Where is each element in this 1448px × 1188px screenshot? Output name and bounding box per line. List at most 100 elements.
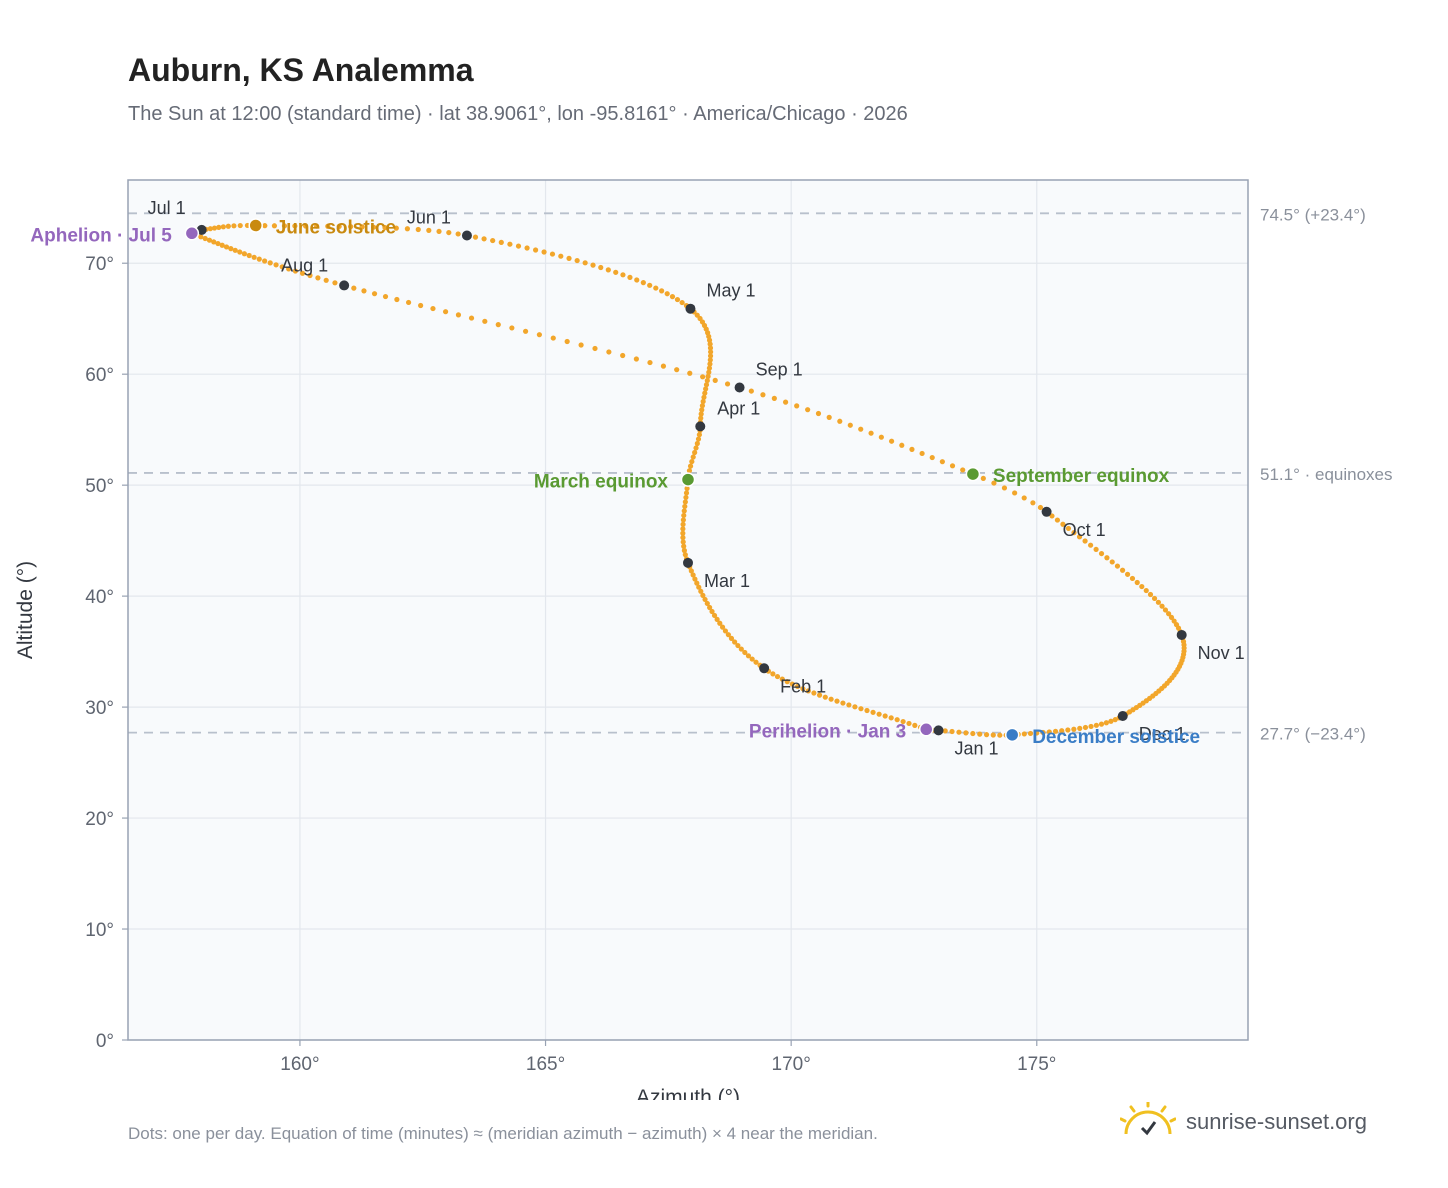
daily-dot bbox=[684, 485, 690, 492]
daily-dot bbox=[679, 299, 685, 306]
daily-dot bbox=[858, 426, 864, 432]
daily-dot bbox=[888, 715, 894, 721]
daily-dot bbox=[647, 282, 653, 288]
daily-dot bbox=[912, 722, 918, 728]
daily-dot bbox=[681, 547, 687, 554]
daily-dot bbox=[704, 600, 710, 607]
daily-dot bbox=[1139, 583, 1145, 590]
daily-dot bbox=[714, 616, 720, 622]
daily-dot bbox=[876, 711, 882, 717]
daily-dot bbox=[699, 407, 705, 413]
daily-dot bbox=[582, 260, 588, 266]
daily-dot bbox=[509, 325, 515, 331]
daily-dot bbox=[325, 223, 331, 229]
daily-dot bbox=[1012, 490, 1018, 496]
daily-dot bbox=[578, 342, 584, 348]
daily-dot bbox=[653, 285, 659, 291]
daily-dot bbox=[712, 377, 718, 383]
daily-dot bbox=[774, 673, 781, 680]
daily-dot bbox=[742, 649, 748, 656]
daily-dot bbox=[707, 361, 713, 367]
daily-dot bbox=[688, 568, 694, 574]
daily-dot bbox=[700, 374, 706, 380]
daily-dot bbox=[1093, 722, 1099, 728]
daily-dot bbox=[748, 388, 754, 394]
daily-dot bbox=[348, 224, 354, 230]
month-label: Jun 1 bbox=[407, 207, 451, 227]
month-dot bbox=[196, 224, 207, 235]
plot-background bbox=[128, 180, 1248, 1040]
daily-dot bbox=[690, 572, 696, 578]
daily-dot bbox=[436, 228, 442, 235]
daily-dot bbox=[303, 223, 309, 229]
daily-dot bbox=[694, 440, 700, 447]
daily-dot bbox=[745, 653, 752, 659]
daily-dot bbox=[382, 225, 388, 231]
daily-dot bbox=[800, 686, 806, 692]
daily-dot bbox=[728, 635, 735, 641]
daily-dot bbox=[532, 247, 539, 253]
daily-dot bbox=[202, 235, 208, 242]
daily-dot bbox=[1027, 730, 1034, 737]
daily-dot bbox=[846, 702, 852, 708]
daily-dot bbox=[1112, 717, 1118, 723]
daily-dot bbox=[681, 543, 687, 549]
daily-dot bbox=[794, 683, 801, 690]
month-dot bbox=[1041, 506, 1052, 517]
brand[interactable]: sunrise-sunset.org bbox=[1120, 1102, 1367, 1142]
daily-dot bbox=[1143, 587, 1149, 594]
daily-dot bbox=[722, 628, 729, 634]
reference-line-label: 27.7° (−23.4°) bbox=[1260, 725, 1366, 744]
daily-dot bbox=[681, 508, 687, 514]
daily-dot bbox=[455, 231, 461, 237]
daily-dot bbox=[1114, 563, 1121, 569]
daily-dot bbox=[232, 247, 238, 253]
daily-dot bbox=[1109, 559, 1115, 565]
month-dot bbox=[339, 280, 350, 291]
daily-dot bbox=[495, 322, 501, 328]
daily-dot bbox=[237, 249, 243, 255]
daily-dot bbox=[878, 434, 884, 440]
daily-dot bbox=[359, 224, 365, 230]
daily-dot bbox=[909, 446, 915, 452]
y-tick-label: 40° bbox=[85, 587, 114, 608]
month-label: Feb 1 bbox=[780, 676, 826, 696]
daily-dot bbox=[837, 418, 843, 424]
daily-dot bbox=[864, 707, 870, 714]
daily-dot bbox=[695, 436, 702, 442]
daily-dot bbox=[699, 403, 706, 409]
daily-dot bbox=[1021, 495, 1027, 501]
daily-dot bbox=[620, 352, 626, 359]
daily-dot bbox=[704, 377, 710, 384]
daily-dot bbox=[220, 224, 226, 230]
month-dot bbox=[683, 557, 693, 568]
daily-dot bbox=[939, 459, 945, 465]
daily-dot bbox=[680, 526, 686, 532]
daily-dot bbox=[698, 588, 704, 594]
daily-dot bbox=[336, 223, 342, 230]
y-tick-label: 20° bbox=[85, 809, 114, 830]
daily-dot bbox=[1060, 521, 1066, 527]
daily-dot bbox=[541, 249, 547, 255]
daily-dot bbox=[237, 222, 243, 229]
daily-dot bbox=[315, 275, 321, 281]
daily-dot bbox=[415, 226, 421, 233]
daily-dot bbox=[682, 503, 688, 510]
daily-dot bbox=[700, 398, 706, 405]
daily-dot bbox=[983, 732, 990, 738]
daily-dot bbox=[682, 552, 688, 558]
daily-dot bbox=[198, 234, 204, 240]
reference-line-label: 74.5° (+23.4°) bbox=[1260, 205, 1366, 224]
daily-dot bbox=[598, 264, 604, 271]
daily-dot bbox=[223, 244, 230, 250]
x-axis-label: Azimuth (°) bbox=[636, 1086, 740, 1100]
daily-dot bbox=[840, 700, 846, 706]
daily-dot bbox=[371, 291, 378, 297]
daily-dot bbox=[536, 332, 542, 338]
daily-dot bbox=[394, 296, 400, 303]
daily-dot bbox=[680, 521, 686, 527]
daily-dot bbox=[515, 243, 522, 249]
event-dot bbox=[184, 226, 200, 241]
daily-dot bbox=[732, 639, 738, 645]
daily-dot bbox=[805, 407, 811, 413]
